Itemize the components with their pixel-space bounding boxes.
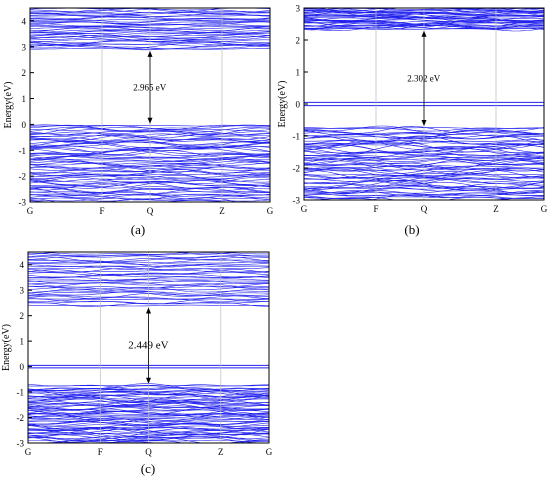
y-tick-label: -1	[17, 388, 25, 398]
x-tick-label: Q	[421, 204, 428, 214]
x-tick-label: G	[266, 447, 273, 457]
x-tick-label: F	[98, 447, 103, 457]
y-tick-label: 2	[22, 68, 27, 78]
y-tick-label: 4	[20, 260, 25, 270]
y-tick-label: 3	[22, 42, 27, 52]
gap-arrow-head-up	[146, 307, 151, 314]
y-tick-label: -2	[19, 172, 27, 182]
y-tick-label: -1	[19, 146, 27, 156]
y-tick-label: -3	[17, 439, 25, 449]
band-gap-label: 2.965 eV	[133, 82, 166, 92]
y-tick-label: -2	[293, 164, 301, 174]
panel-label-a: (a)	[130, 222, 146, 237]
panel-label-b: (b)	[404, 222, 420, 237]
y-tick-label: -1	[293, 132, 301, 142]
x-tick-label: F	[99, 206, 104, 216]
gap-arrow-head-down	[147, 117, 153, 124]
gap-arrow-head-up	[421, 30, 427, 37]
y-tick-label: 3	[296, 4, 301, 14]
gap-arrow-head-down	[146, 377, 151, 384]
y-tick-label: 1	[296, 68, 301, 78]
band-gap-label: 2.449 eV	[128, 340, 168, 352]
y-tick-label: 0	[20, 362, 25, 372]
x-tick-label: Z	[218, 447, 224, 457]
y-tick-label: 2	[296, 36, 301, 46]
y-tick-label: 0	[22, 120, 27, 130]
x-tick-label: G	[27, 206, 34, 216]
y-tick-label: 0	[296, 100, 301, 110]
y-tick-label: 1	[20, 337, 25, 347]
y-tick-label: -2	[17, 413, 25, 423]
y-tick-label: 1	[22, 94, 27, 104]
y-axis-label: Energy(eV)	[277, 80, 288, 127]
x-tick-label: F	[373, 204, 378, 214]
x-tick-label: G	[267, 206, 274, 216]
x-tick-label: G	[301, 204, 308, 214]
plot-frame	[29, 7, 271, 203]
y-axis-label: Energy(eV)	[1, 324, 12, 371]
chart-panel-1: -3 -2 -1 0 1 2 3 4 G F Q Z G Energy(eV) 2.965 eV	[3, 7, 274, 216]
gap-arrow-head-up	[147, 50, 153, 57]
x-tick-label: G	[25, 447, 32, 457]
y-tick-label: 2	[20, 311, 25, 321]
y-tick-label: -3	[19, 198, 27, 208]
plot-frame	[27, 251, 270, 444]
x-tick-label: Z	[219, 206, 225, 216]
band-gap-label: 2.302 eV	[407, 73, 440, 83]
band-line	[304, 196, 544, 200]
gap-arrow-head-down	[421, 120, 427, 126]
chart-panel-3: -3 -2 -1 0 1 2 3 4 G F Q Z G Energy(eV) 2.449 eV	[1, 251, 273, 457]
chart-panel-2: -3 -2 -1 0 1 2 3 G F Q Z G Energy(eV) 2.302 eV	[277, 4, 548, 215]
y-axis-label: Energy(eV)	[3, 81, 14, 128]
y-tick-label: -3	[293, 196, 301, 206]
band-line	[28, 252, 269, 255]
band-line	[313, 8, 544, 14]
x-tick-label: Q	[147, 206, 154, 216]
panel-label-c: (c)	[140, 461, 156, 476]
x-tick-label: Q	[145, 447, 152, 457]
x-tick-label: G	[541, 204, 548, 214]
y-tick-label: 3	[20, 286, 25, 296]
y-tick-label: 4	[22, 16, 27, 26]
x-tick-label: Z	[493, 204, 499, 214]
